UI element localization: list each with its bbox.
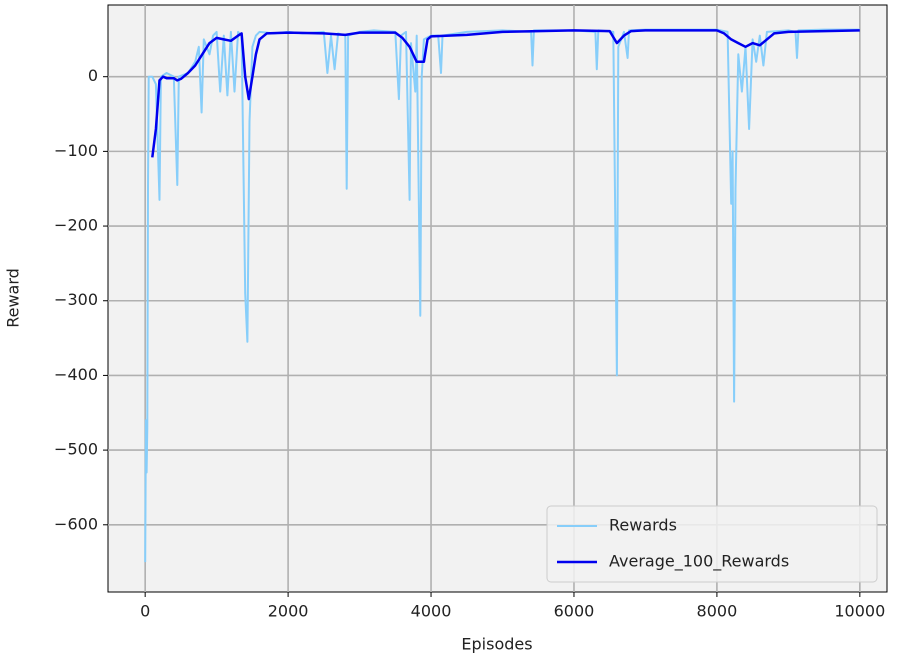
- plot-area: [107, 4, 888, 593]
- y-tick-label: −500: [54, 440, 98, 459]
- y-tick-label: −600: [54, 514, 98, 533]
- legend-box: [546, 505, 878, 583]
- x-tick-label: 2000: [268, 602, 309, 621]
- y-tick-label: 0: [88, 66, 98, 85]
- x-tick-label: 6000: [554, 602, 595, 621]
- x-tick-label: 10000: [834, 602, 885, 621]
- y-tick-label: −300: [54, 290, 98, 309]
- legend-label: Rewards: [609, 516, 677, 535]
- x-tick-label: 4000: [411, 602, 452, 621]
- x-tick-label: 8000: [697, 602, 738, 621]
- line-series: [144, 28, 860, 563]
- line-series: [151, 29, 860, 158]
- x-axis-label: Episodes: [461, 635, 532, 654]
- x-tick-label: 0: [140, 602, 150, 621]
- y-axis-label: Reward: [4, 268, 23, 328]
- y-tick-label: −100: [54, 141, 98, 160]
- y-tick-label: −200: [54, 216, 98, 235]
- legend-label: Average_100_Rewards: [609, 552, 789, 572]
- y-tick-label: −400: [54, 365, 98, 384]
